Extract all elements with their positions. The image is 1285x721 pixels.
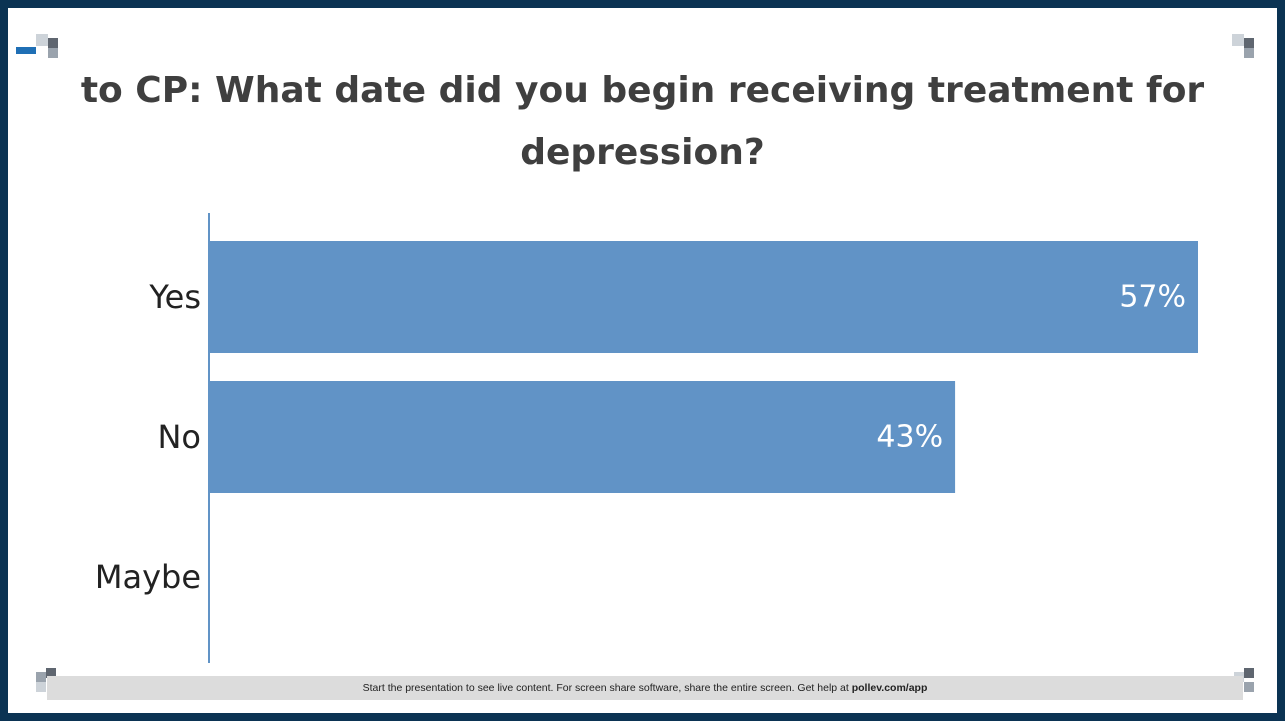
category-label-yes: Yes [148, 278, 201, 316]
bar-no [209, 381, 956, 493]
chart-title-line-1: to CP: What date did you begin receiving… [80, 70, 1205, 111]
value-label-yes: 57% [1119, 280, 1186, 315]
bar-chart: Yes 57% No 43% Maybe [95, 213, 1198, 663]
value-label-no: 43% [876, 420, 943, 455]
poll-slide: to CP: What date did you begin receiving… [8, 8, 1277, 713]
category-label-maybe: Maybe [95, 558, 201, 596]
footer-link[interactable]: pollev.com/app [851, 682, 928, 694]
chart-title: to CP: What date did you begin receiving… [8, 60, 1277, 184]
bar-yes [209, 241, 1198, 353]
chart-title-line-2: depression? [520, 132, 765, 173]
footer-text: Start the presentation to see live conte… [362, 682, 849, 694]
footer-bar: Start the presentation to see live conte… [47, 676, 1243, 700]
category-label-no: No [157, 418, 201, 456]
